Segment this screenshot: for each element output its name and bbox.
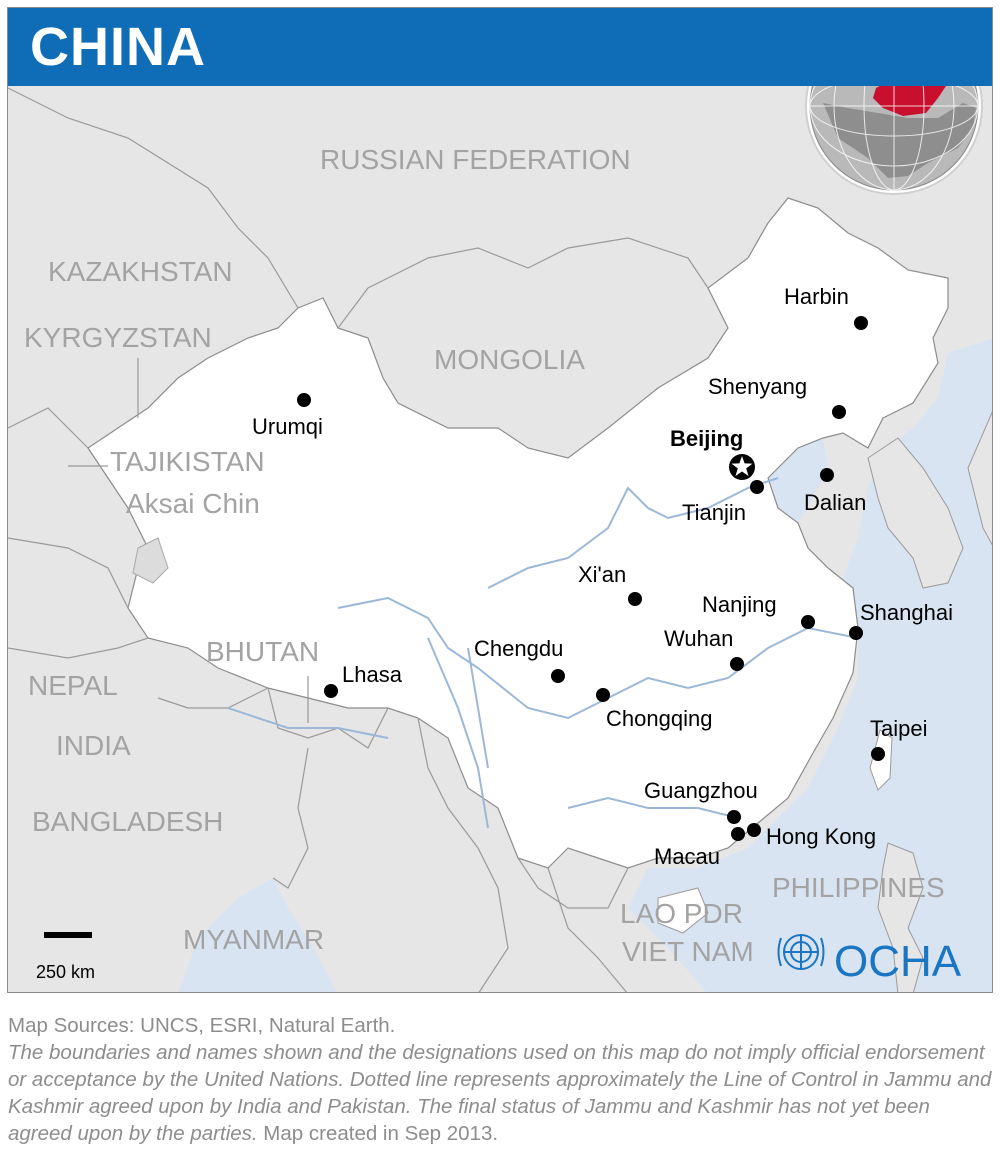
label-tajikistan: TAJIKISTAN [110, 446, 265, 477]
label-vietnam: VIET NAM [622, 936, 754, 967]
japan-land [967, 411, 992, 546]
footer-disclaimer: The boundaries and names shown and the d… [8, 1041, 992, 1145]
city-dot-shanghai [849, 626, 863, 640]
city-dot-taipei [871, 747, 885, 761]
footer-sources: Map Sources: UNCS, ESRI, Natural Earth. [8, 1014, 396, 1037]
label-taipei: Taipei [870, 716, 928, 741]
label-russia: RUSSIAN FEDERATION [320, 144, 631, 175]
label-lhasa: Lhasa [342, 662, 402, 687]
footer-created: Map created in Sep 2013. [257, 1122, 499, 1145]
city-dot-lhasa [324, 684, 338, 698]
label-beijing: Beijing [670, 426, 744, 451]
label-chongqing: Chongqing [606, 706, 713, 731]
city-dot-urumqi [297, 393, 311, 407]
city-dot-harbin [854, 316, 868, 330]
map-footer: Map Sources: UNCS, ESRI, Natural Earth. … [8, 1012, 992, 1147]
label-india: INDIA [56, 730, 131, 761]
label-chengdu: Chengdu [474, 636, 564, 661]
philippines-land [877, 842, 924, 992]
city-dot-hongkong [747, 823, 761, 837]
label-bhutan: BHUTAN [206, 636, 320, 667]
city-dot-chengdu [551, 669, 565, 683]
label-philippines: PHILIPPINES [772, 872, 945, 903]
map-frame: CHINA RUSSIAN FEDERATION KAZAKHSTAN KYRG… [7, 7, 993, 993]
ocha-logo-text: OCHA [834, 937, 962, 986]
scale-bar-label: 250 km [36, 962, 96, 982]
label-dalian: Dalian [804, 490, 867, 515]
label-wuhan: Wuhan [664, 626, 734, 651]
un-emblem-icon [777, 934, 825, 970]
label-harbin: Harbin [784, 284, 849, 309]
bohai-water [768, 438, 828, 523]
city-dot-macau [731, 827, 745, 841]
label-bangladesh: BANGLADESH [32, 806, 224, 837]
capital-star-icon [729, 454, 755, 480]
korea-land [867, 437, 964, 589]
aksai-chin-area [132, 537, 169, 584]
label-shanghai: Shanghai [860, 600, 953, 625]
page-title: CHINA [30, 17, 206, 77]
city-markers [297, 316, 885, 841]
hainan-land [657, 887, 709, 934]
china-territory [87, 197, 949, 869]
city-dot-chongqing [596, 688, 610, 702]
label-tianjin: Tianjin [682, 500, 746, 525]
label-shenyang: Shenyang [708, 374, 808, 399]
city-dot-shenyang [832, 405, 846, 419]
label-macau: Macau [654, 844, 721, 869]
city-dot-dalian [820, 468, 834, 482]
scale-bar [44, 932, 92, 938]
city-dot-guangzhou [727, 810, 741, 824]
label-nanjing: Nanjing [702, 592, 777, 617]
label-lao: LAO PDR [620, 898, 743, 929]
title-bar: CHINA [8, 8, 992, 86]
label-xian: Xi'an [578, 562, 627, 587]
rivers [227, 477, 859, 829]
label-guangzhou: Guangzhou [644, 778, 758, 803]
country-borders [8, 87, 709, 992]
label-myanmar: MYANMAR [183, 924, 325, 955]
label-aksai-chin: Aksai Chin [126, 488, 260, 519]
city-dot-wuhan [730, 657, 744, 671]
label-hongkong: Hong Kong [766, 824, 877, 849]
city-dot-tianjin [750, 480, 764, 494]
city-dot-nanjing [801, 615, 815, 629]
city-dot-xian [628, 592, 642, 606]
label-kazakhstan: KAZAKHSTAN [48, 256, 233, 287]
label-urumqi: Urumqi [252, 414, 323, 439]
bay-of-bengal-water [178, 878, 337, 992]
label-mongolia: MONGOLIA [434, 344, 585, 375]
label-nepal: NEPAL [28, 670, 118, 701]
label-kyrgyzstan: KYRGYZSTAN [24, 322, 212, 353]
